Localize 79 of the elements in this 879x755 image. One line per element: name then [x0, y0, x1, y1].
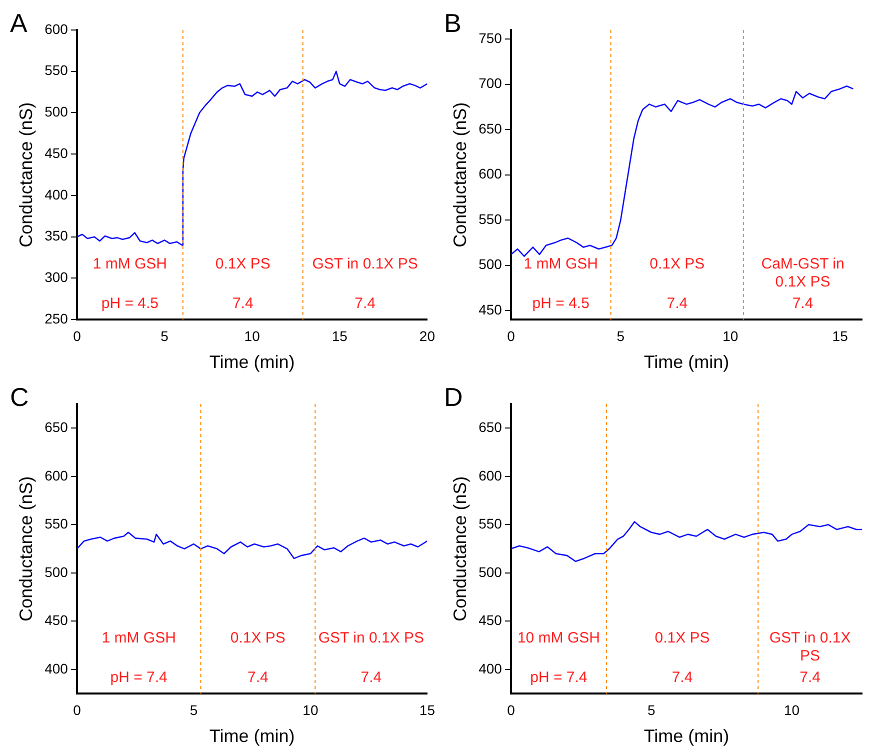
x-tick-label: 0 [507, 702, 516, 718]
annotation: GST in 0.1X PS [312, 256, 418, 273]
annotation: pH = 7.4 [530, 668, 588, 686]
annotation: 7.4 [247, 668, 268, 686]
x-tick-label: 5 [647, 702, 656, 718]
annotation: 0.1X PS [215, 256, 270, 273]
y-axis-title: Conductance (nS) [16, 102, 36, 248]
y-tick-label: 400 [44, 660, 68, 676]
chart-title: A [10, 8, 28, 38]
annotation: 1 mM GSH [524, 256, 598, 273]
x-tick-label: 0 [507, 328, 516, 344]
y-tick-label: 400 [44, 186, 68, 202]
annotation: 10 mM GSH [517, 630, 600, 647]
annotation: 7.4 [354, 294, 376, 312]
x-tick-label: 5 [190, 702, 198, 718]
y-tick-label: 550 [478, 516, 502, 532]
x-tick-label: 20 [419, 328, 436, 344]
y-axis-title: Conductance (nS) [450, 102, 470, 248]
x-axis-title: Time (min) [209, 352, 295, 372]
y-tick-label: 650 [44, 418, 68, 435]
y-tick-label: 550 [478, 210, 502, 227]
y-tick-label: 650 [478, 418, 502, 435]
annotation: pH = 4.5 [101, 294, 158, 312]
x-tick-label: 0 [73, 328, 82, 344]
y-tick-label: 450 [478, 612, 502, 628]
annotation: 7.4 [800, 668, 820, 686]
x-tick-label: 0 [73, 702, 82, 718]
y-tick-label: 500 [44, 564, 68, 580]
annotation: 0.1X PS [650, 256, 705, 273]
x-tick-label: 10 [722, 328, 738, 344]
y-tick-label: 500 [478, 256, 502, 272]
annotation: pH = 7.4 [110, 668, 168, 686]
annotation: 1 mM GSH [92, 256, 168, 273]
y-axis-title: Conductance (nS) [450, 476, 470, 622]
annotation: 0.1X PS [654, 630, 710, 647]
y-tick-label: 600 [44, 20, 68, 37]
x-tick-label: 15 [332, 328, 348, 344]
x-tick-label: 15 [832, 328, 848, 344]
y-tick-label: 350 [44, 228, 68, 244]
annotation: 1 mM GSH [102, 630, 176, 647]
y-tick-label: 650 [478, 120, 502, 136]
y-tick-label: 450 [44, 612, 68, 628]
annotation: 7.4 [666, 294, 688, 312]
y-tick-label: 500 [44, 104, 68, 120]
y-tick-label: 500 [478, 564, 502, 580]
chart-title: C [10, 382, 29, 412]
y-tick-label: 600 [44, 467, 68, 484]
y-tick-label: 550 [44, 516, 68, 532]
annotation: GST in 0.1X PS [318, 630, 424, 647]
y-tick-label: 600 [478, 166, 502, 182]
y-tick-label: 600 [478, 467, 502, 484]
annotation: pH = 4.5 [532, 294, 590, 312]
x-tick-label: 5 [160, 328, 169, 344]
y-axis-title: Conductance (nS) [16, 476, 36, 622]
x-axis-title: Time (min) [644, 726, 730, 746]
x-axis-title: Time (min) [209, 726, 295, 746]
x-tick-label: 10 [784, 702, 800, 718]
x-axis-title: Time (min) [644, 352, 730, 372]
y-tick-label: 400 [478, 660, 502, 676]
y-tick-label: 250 [44, 310, 68, 326]
y-tick-label: 750 [478, 30, 502, 46]
annotation: CaM-GST in 0.1X PS [761, 256, 844, 291]
x-tick-label: 5 [616, 328, 625, 344]
x-tick-label: 10 [244, 328, 260, 344]
chart-title: B [444, 8, 462, 38]
y-tick-label: 450 [44, 144, 68, 161]
annotation: 7.4 [672, 668, 693, 686]
y-tick-label: 450 [478, 301, 502, 318]
y-tick-label: 700 [478, 75, 502, 92]
x-tick-label: 10 [302, 702, 318, 718]
x-tick-label: 15 [419, 702, 436, 718]
annotation: 7.4 [792, 294, 814, 312]
annotation: GST in 0.1X PS [769, 630, 851, 665]
y-tick-label: 300 [44, 269, 68, 286]
annotation: 7.4 [360, 668, 382, 686]
chart-title: D [444, 382, 463, 412]
annotation: 7.4 [232, 294, 254, 312]
annotation: 0.1X PS [230, 630, 286, 647]
y-tick-label: 550 [44, 62, 68, 78]
